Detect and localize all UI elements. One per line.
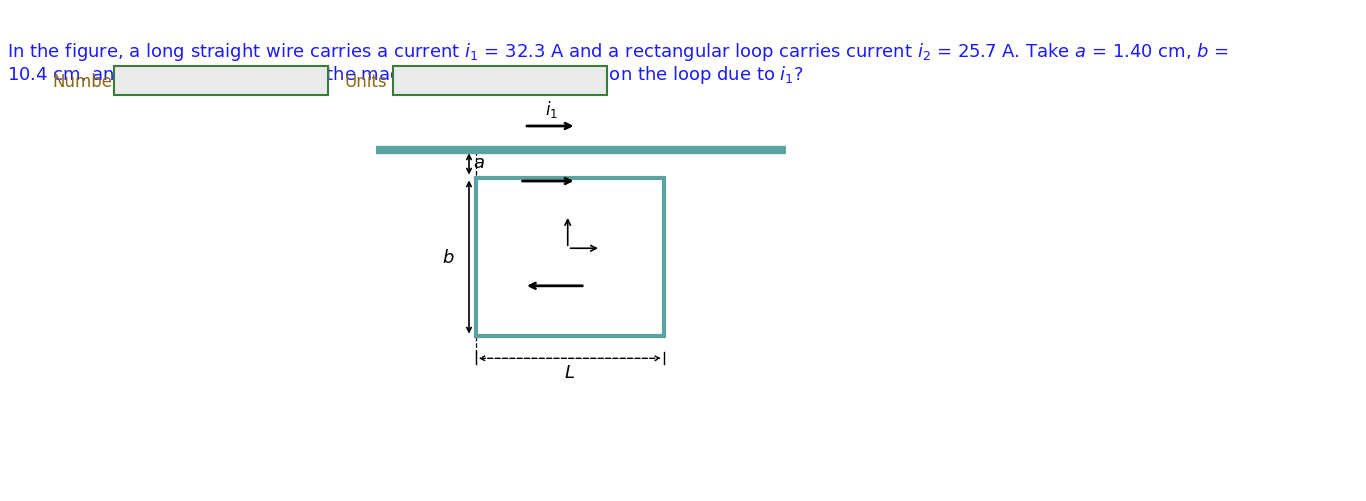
Text: $i_1$: $i_1$ <box>545 99 559 120</box>
Text: In the figure, a long straight wire carries a current $i_1$ = 32.3 A and a recta: In the figure, a long straight wire carr… <box>7 41 1229 63</box>
Text: $b$: $b$ <box>443 248 455 267</box>
Text: ∨: ∨ <box>591 75 601 88</box>
Text: $L$: $L$ <box>564 363 575 381</box>
Bar <box>475 178 664 337</box>
Text: $a$: $a$ <box>474 154 485 172</box>
Text: $x$: $x$ <box>604 252 615 266</box>
Text: $y$: $y$ <box>571 197 582 212</box>
Bar <box>393 67 607 96</box>
Text: $i_2$: $i_2$ <box>548 253 561 274</box>
Text: Units: Units <box>346 73 388 90</box>
Bar <box>113 67 328 96</box>
Text: Number: Number <box>52 73 119 90</box>
Text: 10.4 cm, and $L$ = 44.9 cm. What is the magnitude of the net force on the loop d: 10.4 cm, and $L$ = 44.9 cm. What is the … <box>7 64 803 86</box>
